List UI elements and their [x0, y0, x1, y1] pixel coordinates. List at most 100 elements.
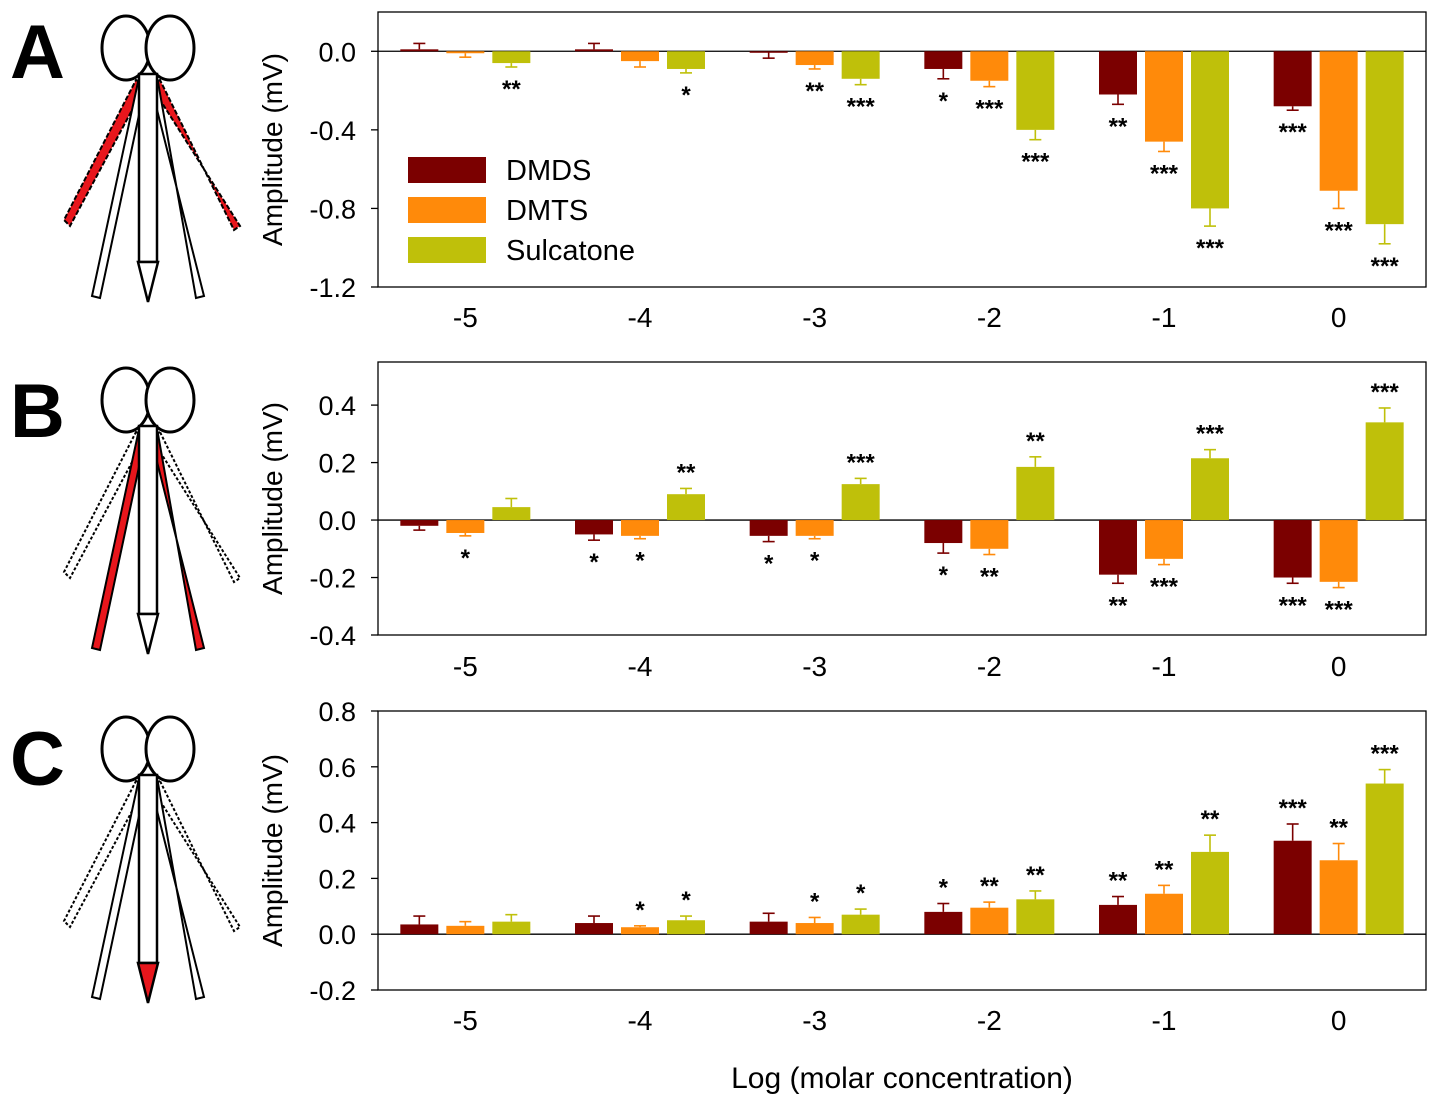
bar-dmds [400, 49, 439, 52]
plot-frame [377, 710, 1427, 991]
plot-frame [377, 11, 1427, 288]
bar-dmds [749, 520, 788, 536]
significance-label: ** [1026, 428, 1045, 455]
significance-label: ** [980, 564, 999, 591]
bar-dmds [924, 51, 963, 69]
palp-icon [148, 78, 242, 232]
bar-sulcatone [841, 914, 880, 935]
bar-dmts [1319, 51, 1358, 191]
significance-label: * [939, 875, 949, 902]
significance-label: ** [1109, 113, 1128, 140]
bar-dmts [446, 51, 485, 54]
bar-dmds [1273, 520, 1312, 578]
bar-sulcatone [492, 51, 531, 64]
significance-label: * [635, 548, 645, 575]
x-tick-label: -2 [977, 1005, 1002, 1036]
bar-dmds [749, 921, 788, 935]
x-tick-label: 0 [1331, 302, 1347, 333]
significance-label: *** [1021, 149, 1050, 176]
significance-label: *** [1196, 235, 1225, 262]
significance-label: *** [1279, 795, 1308, 822]
bar-dmts [970, 907, 1009, 935]
mosquito-head-icon [62, 366, 242, 655]
significance-label: * [810, 888, 820, 915]
plot-frame [377, 361, 1427, 636]
y-axis-label: Amplitude (mV) [257, 53, 288, 246]
bar-dmds [924, 911, 963, 935]
eye-icon [100, 14, 152, 82]
x-tick-label: -1 [1152, 302, 1177, 333]
significance-label: ** [1109, 592, 1128, 619]
mosquito-head-icon [62, 14, 242, 303]
eye-icon [100, 366, 152, 434]
significance-label: *** [1325, 597, 1354, 624]
significance-label: ** [1109, 868, 1128, 895]
x-tick-label: -3 [802, 651, 827, 682]
eye-icon [144, 14, 196, 82]
bar-dmds [400, 924, 439, 935]
proboscis-icon [137, 72, 159, 264]
y-tick-label: 0.2 [318, 864, 356, 894]
significance-label: * [939, 562, 949, 589]
y-axis-label: Amplitude (mV) [257, 754, 288, 947]
significance-label: *** [847, 449, 876, 476]
x-tick-label: 0 [1331, 651, 1347, 682]
bar-dmts [621, 51, 659, 62]
significance-label: * [589, 549, 599, 576]
bar-dmts [446, 925, 485, 935]
significance-label: * [681, 887, 691, 914]
y-tick-label: -1.2 [309, 273, 356, 303]
bar-dmds [1273, 51, 1312, 107]
bar-dmts [621, 927, 659, 935]
eye-icon [144, 715, 196, 783]
bar-sulcatone [1016, 466, 1055, 521]
bar-sulcatone [1365, 422, 1404, 521]
significance-label: * [635, 897, 645, 924]
bar-sulcatone [492, 921, 531, 935]
y-tick-label: 0.4 [318, 809, 356, 839]
x-tick-label: -1 [1152, 1005, 1177, 1036]
proboscis-tip-icon [136, 961, 160, 1004]
y-tick-label: -0.4 [309, 116, 356, 146]
y-tick-label: -0.8 [309, 194, 356, 224]
bar-sulcatone [1016, 899, 1055, 935]
bar-dmds [575, 49, 613, 52]
mosquito-head-icon [62, 715, 242, 1004]
x-tick-label: 0 [1331, 1005, 1347, 1036]
bar-dmds [575, 520, 613, 535]
bar-dmds [1099, 904, 1137, 935]
x-tick-label: -5 [453, 651, 478, 682]
bar-dmts [1145, 51, 1183, 142]
significance-label: ** [1329, 815, 1348, 842]
bar-sulcatone [841, 51, 880, 79]
significance-label: ** [677, 459, 696, 486]
bar-sulcatone [841, 484, 880, 521]
legend-swatch-sulcatone [408, 237, 486, 263]
x-tick-label: -5 [453, 302, 478, 333]
panel-label: A [10, 10, 65, 95]
significance-label: *** [1279, 592, 1308, 619]
significance-label: *** [1150, 160, 1179, 187]
legend-label: DMTS [506, 195, 588, 227]
bar-sulcatone [492, 507, 531, 521]
x-tick-label: -1 [1152, 651, 1177, 682]
significance-label: * [810, 548, 820, 575]
significance-label: * [764, 551, 774, 578]
palp-icon [148, 430, 242, 584]
significance-label: *** [1150, 574, 1179, 601]
significance-label: ** [805, 78, 824, 105]
proboscis-tip-icon [136, 260, 160, 303]
significance-label: *** [847, 94, 876, 121]
x-tick-label: -3 [802, 302, 827, 333]
significance-label: ** [980, 873, 999, 900]
y-tick-label: 0.0 [318, 920, 356, 950]
significance-label: ** [1026, 862, 1045, 889]
proboscis-tip-icon [136, 612, 160, 655]
x-tick-label: -4 [628, 1005, 653, 1036]
y-tick-label: 0.4 [318, 391, 356, 421]
bar-dmds [924, 520, 963, 544]
y-tick-label: -0.2 [309, 564, 356, 594]
bar-dmds [400, 520, 439, 526]
eye-icon [100, 715, 152, 783]
bar-dmts [446, 520, 485, 533]
